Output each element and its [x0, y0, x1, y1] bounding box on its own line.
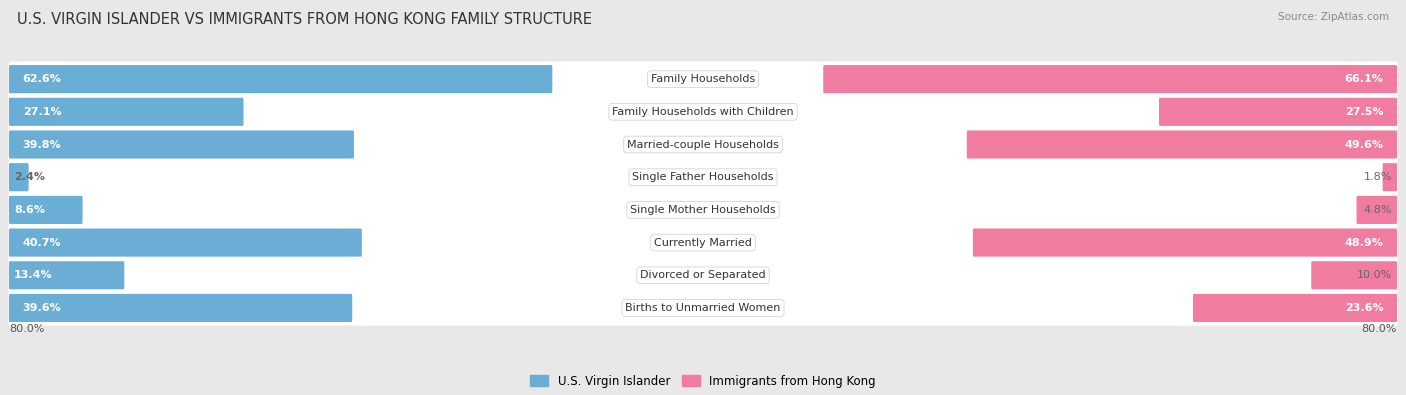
FancyBboxPatch shape — [8, 130, 354, 158]
Text: 62.6%: 62.6% — [22, 74, 62, 84]
Text: 1.8%: 1.8% — [1364, 172, 1392, 182]
Text: U.S. VIRGIN ISLANDER VS IMMIGRANTS FROM HONG KONG FAMILY STRUCTURE: U.S. VIRGIN ISLANDER VS IMMIGRANTS FROM … — [17, 12, 592, 27]
FancyBboxPatch shape — [8, 192, 1398, 228]
Text: 48.9%: 48.9% — [1344, 237, 1384, 248]
Legend: U.S. Virgin Islander, Immigrants from Hong Kong: U.S. Virgin Islander, Immigrants from Ho… — [526, 370, 880, 392]
FancyBboxPatch shape — [824, 65, 1398, 93]
FancyBboxPatch shape — [8, 258, 1398, 293]
FancyBboxPatch shape — [8, 163, 28, 191]
FancyBboxPatch shape — [8, 127, 1398, 162]
FancyBboxPatch shape — [8, 294, 353, 322]
FancyBboxPatch shape — [1312, 261, 1398, 289]
Text: Source: ZipAtlas.com: Source: ZipAtlas.com — [1278, 12, 1389, 22]
FancyBboxPatch shape — [973, 229, 1398, 257]
FancyBboxPatch shape — [8, 160, 1398, 195]
FancyBboxPatch shape — [1382, 163, 1398, 191]
FancyBboxPatch shape — [8, 62, 1398, 97]
FancyBboxPatch shape — [1357, 196, 1398, 224]
Text: Births to Unmarried Women: Births to Unmarried Women — [626, 303, 780, 313]
Text: 23.6%: 23.6% — [1344, 303, 1384, 313]
Text: Married-couple Households: Married-couple Households — [627, 139, 779, 150]
Text: 10.0%: 10.0% — [1357, 270, 1392, 280]
Text: 39.8%: 39.8% — [22, 139, 62, 150]
FancyBboxPatch shape — [8, 225, 1398, 260]
Text: Single Father Households: Single Father Households — [633, 172, 773, 182]
FancyBboxPatch shape — [8, 65, 553, 93]
FancyBboxPatch shape — [8, 98, 243, 126]
FancyBboxPatch shape — [1192, 294, 1398, 322]
FancyBboxPatch shape — [8, 196, 83, 224]
Text: Single Mother Households: Single Mother Households — [630, 205, 776, 215]
Text: 40.7%: 40.7% — [22, 237, 62, 248]
FancyBboxPatch shape — [8, 94, 1398, 130]
Text: 13.4%: 13.4% — [14, 270, 52, 280]
Text: 39.6%: 39.6% — [22, 303, 62, 313]
Text: 80.0%: 80.0% — [10, 324, 45, 334]
Text: 66.1%: 66.1% — [1344, 74, 1384, 84]
Text: 8.6%: 8.6% — [14, 205, 45, 215]
Text: 80.0%: 80.0% — [1361, 324, 1396, 334]
Text: 27.1%: 27.1% — [22, 107, 62, 117]
FancyBboxPatch shape — [967, 130, 1398, 158]
FancyBboxPatch shape — [8, 290, 1398, 325]
Text: 49.6%: 49.6% — [1344, 139, 1384, 150]
Text: 4.8%: 4.8% — [1364, 205, 1392, 215]
Text: Divorced or Separated: Divorced or Separated — [640, 270, 766, 280]
Text: Family Households with Children: Family Households with Children — [612, 107, 794, 117]
Text: Family Households: Family Households — [651, 74, 755, 84]
FancyBboxPatch shape — [1159, 98, 1398, 126]
Text: 27.5%: 27.5% — [1344, 107, 1384, 117]
Text: Currently Married: Currently Married — [654, 237, 752, 248]
Text: 2.4%: 2.4% — [14, 172, 45, 182]
FancyBboxPatch shape — [8, 261, 124, 289]
FancyBboxPatch shape — [8, 229, 361, 257]
